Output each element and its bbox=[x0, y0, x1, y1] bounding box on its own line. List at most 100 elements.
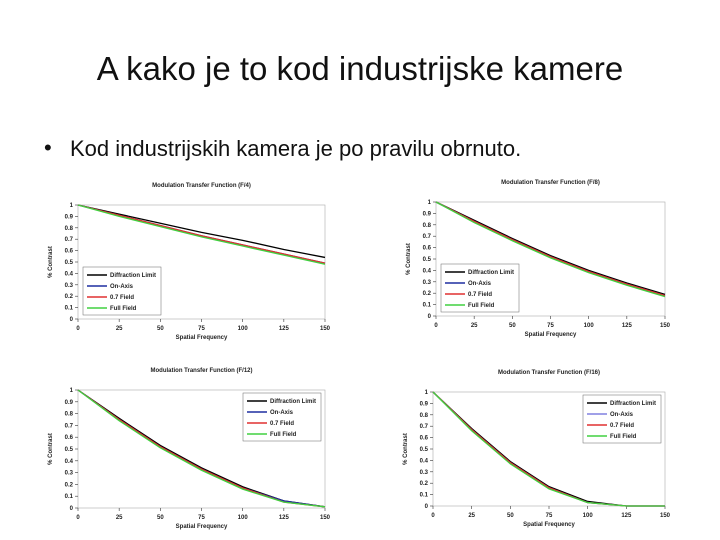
x-tick-label: 0 bbox=[76, 326, 80, 332]
y-tick-label: 0 bbox=[425, 504, 429, 510]
y-tick-label: 0.3 bbox=[65, 471, 74, 477]
y-tick-label: 0.9 bbox=[420, 401, 429, 407]
x-tick-label: 100 bbox=[238, 326, 249, 332]
slide-title: A kako je to kod industrijske kamere bbox=[97, 50, 623, 87]
y-tick-label: 0.5 bbox=[423, 257, 432, 263]
y-tick-label: 0.1 bbox=[420, 493, 429, 499]
x-tick-label: 100 bbox=[238, 515, 249, 521]
x-axis-label: Spatial Frequency bbox=[176, 524, 228, 530]
chart: Modulation Transfer Function (F/8) 0 0.1 0.… bbox=[406, 180, 671, 338]
y-tick-label: 0.1 bbox=[423, 303, 432, 309]
bullet-marker: • bbox=[44, 135, 52, 160]
y-tick-label: 0.6 bbox=[420, 436, 429, 442]
chart: Modulation Transfer Function (F/16) 0 0.1 0… bbox=[403, 370, 671, 528]
legend-label: Diffraction Limit bbox=[270, 399, 316, 405]
legend-label: 0.7 Field bbox=[270, 421, 294, 427]
legend-label: Diffraction Limit bbox=[610, 401, 656, 407]
legend-label: Diffraction Limit bbox=[468, 270, 514, 276]
y-tick-label: 0 bbox=[70, 506, 74, 512]
x-tick-label: 75 bbox=[198, 515, 205, 521]
y-tick-label: 0.2 bbox=[65, 482, 74, 488]
y-axis-label: % Contrast bbox=[406, 243, 412, 275]
x-tick-label: 50 bbox=[507, 513, 514, 519]
y-tick-label: 0.2 bbox=[423, 291, 432, 297]
y-tick-label: 0.7 bbox=[65, 423, 74, 429]
x-axis-label: Spatial Frequency bbox=[523, 522, 575, 528]
y-tick-label: 0.7 bbox=[420, 424, 429, 430]
bullet-text: Kod industrijskih kamera je po pravilu o… bbox=[70, 136, 521, 161]
y-tick-label: 0.9 bbox=[65, 400, 74, 406]
x-tick-label: 150 bbox=[320, 326, 331, 332]
y-tick-label: 0.8 bbox=[65, 412, 74, 418]
x-axis-label: Spatial Frequency bbox=[525, 332, 577, 338]
x-tick-label: 75 bbox=[547, 323, 554, 329]
x-tick-label: 150 bbox=[660, 513, 671, 519]
legend-label: 0.7 Field bbox=[468, 292, 492, 298]
legend-label: 0.7 Field bbox=[610, 423, 634, 429]
chart-title: Modulation Transfer Function (F/16) bbox=[498, 370, 600, 376]
y-axis-label: % Contrast bbox=[48, 433, 54, 465]
legend-label: Full Field bbox=[610, 434, 637, 440]
y-tick-label: 0.2 bbox=[420, 481, 429, 487]
y-tick-label: 0.4 bbox=[423, 268, 432, 274]
y-tick-label: 0.8 bbox=[420, 413, 429, 419]
chart-title: Modulation Transfer Function (F/4) bbox=[152, 183, 251, 189]
x-tick-label: 50 bbox=[157, 326, 164, 332]
y-tick-label: 0.9 bbox=[65, 214, 74, 220]
x-tick-label: 0 bbox=[434, 323, 438, 329]
y-tick-label: 0.6 bbox=[65, 249, 74, 255]
y-tick-label: 0.5 bbox=[65, 447, 74, 453]
y-tick-label: 0.3 bbox=[423, 280, 432, 286]
x-tick-label: 100 bbox=[584, 323, 595, 329]
series-line bbox=[432, 391, 665, 507]
series-line bbox=[435, 201, 666, 297]
y-tick-label: 0.4 bbox=[65, 459, 74, 465]
series-line bbox=[77, 204, 326, 265]
y-tick-label: 0.5 bbox=[65, 260, 74, 266]
x-tick-label: 25 bbox=[116, 515, 123, 521]
chart: Modulation Transfer Function (F/12) 0 0.1 0… bbox=[48, 368, 331, 530]
y-tick-label: 0.4 bbox=[65, 271, 74, 277]
legend-label: On-Axis bbox=[610, 412, 634, 418]
series-line bbox=[435, 201, 666, 295]
y-tick-label: 0 bbox=[70, 317, 74, 323]
legend-label: 0.7 Field bbox=[110, 295, 134, 301]
legend-label: On-Axis bbox=[468, 281, 492, 287]
y-tick-label: 0.7 bbox=[423, 234, 432, 240]
y-tick-label: 0.3 bbox=[420, 470, 429, 476]
x-tick-label: 125 bbox=[279, 326, 290, 332]
y-axis-label: % Contrast bbox=[48, 246, 54, 278]
x-tick-label: 125 bbox=[279, 515, 290, 521]
x-tick-label: 75 bbox=[546, 513, 553, 519]
y-tick-label: 0.6 bbox=[65, 435, 74, 441]
x-axis-label: Spatial Frequency bbox=[176, 335, 228, 341]
chart-title: Modulation Transfer Function (F/8) bbox=[501, 180, 600, 186]
y-tick-label: 0.8 bbox=[65, 226, 74, 232]
legend-label: Diffraction Limit bbox=[110, 273, 156, 279]
series-line bbox=[77, 389, 326, 508]
y-tick-label: 0.9 bbox=[423, 211, 432, 217]
y-tick-label: 0.4 bbox=[420, 458, 429, 464]
x-tick-label: 0 bbox=[431, 513, 435, 519]
y-axis-label: % Contrast bbox=[403, 433, 409, 465]
chart-title: Modulation Transfer Function (F/12) bbox=[151, 368, 253, 374]
legend-label: Full Field bbox=[270, 432, 297, 438]
y-tick-label: 1 bbox=[428, 200, 432, 206]
x-tick-label: 125 bbox=[622, 323, 633, 329]
x-tick-label: 50 bbox=[509, 323, 516, 329]
series-line bbox=[77, 204, 326, 259]
y-tick-label: 1 bbox=[70, 203, 74, 209]
x-tick-label: 100 bbox=[583, 513, 594, 519]
y-tick-label: 0.7 bbox=[65, 237, 74, 243]
x-tick-label: 75 bbox=[198, 326, 205, 332]
y-tick-label: 1 bbox=[425, 390, 429, 396]
y-tick-label: 0.2 bbox=[65, 294, 74, 300]
x-tick-label: 25 bbox=[471, 323, 478, 329]
legend-label: On-Axis bbox=[270, 410, 294, 416]
y-tick-label: 0.3 bbox=[65, 283, 74, 289]
x-tick-label: 0 bbox=[76, 515, 80, 521]
x-tick-label: 25 bbox=[116, 326, 123, 332]
y-tick-label: 0 bbox=[428, 314, 432, 320]
x-tick-label: 125 bbox=[621, 513, 632, 519]
